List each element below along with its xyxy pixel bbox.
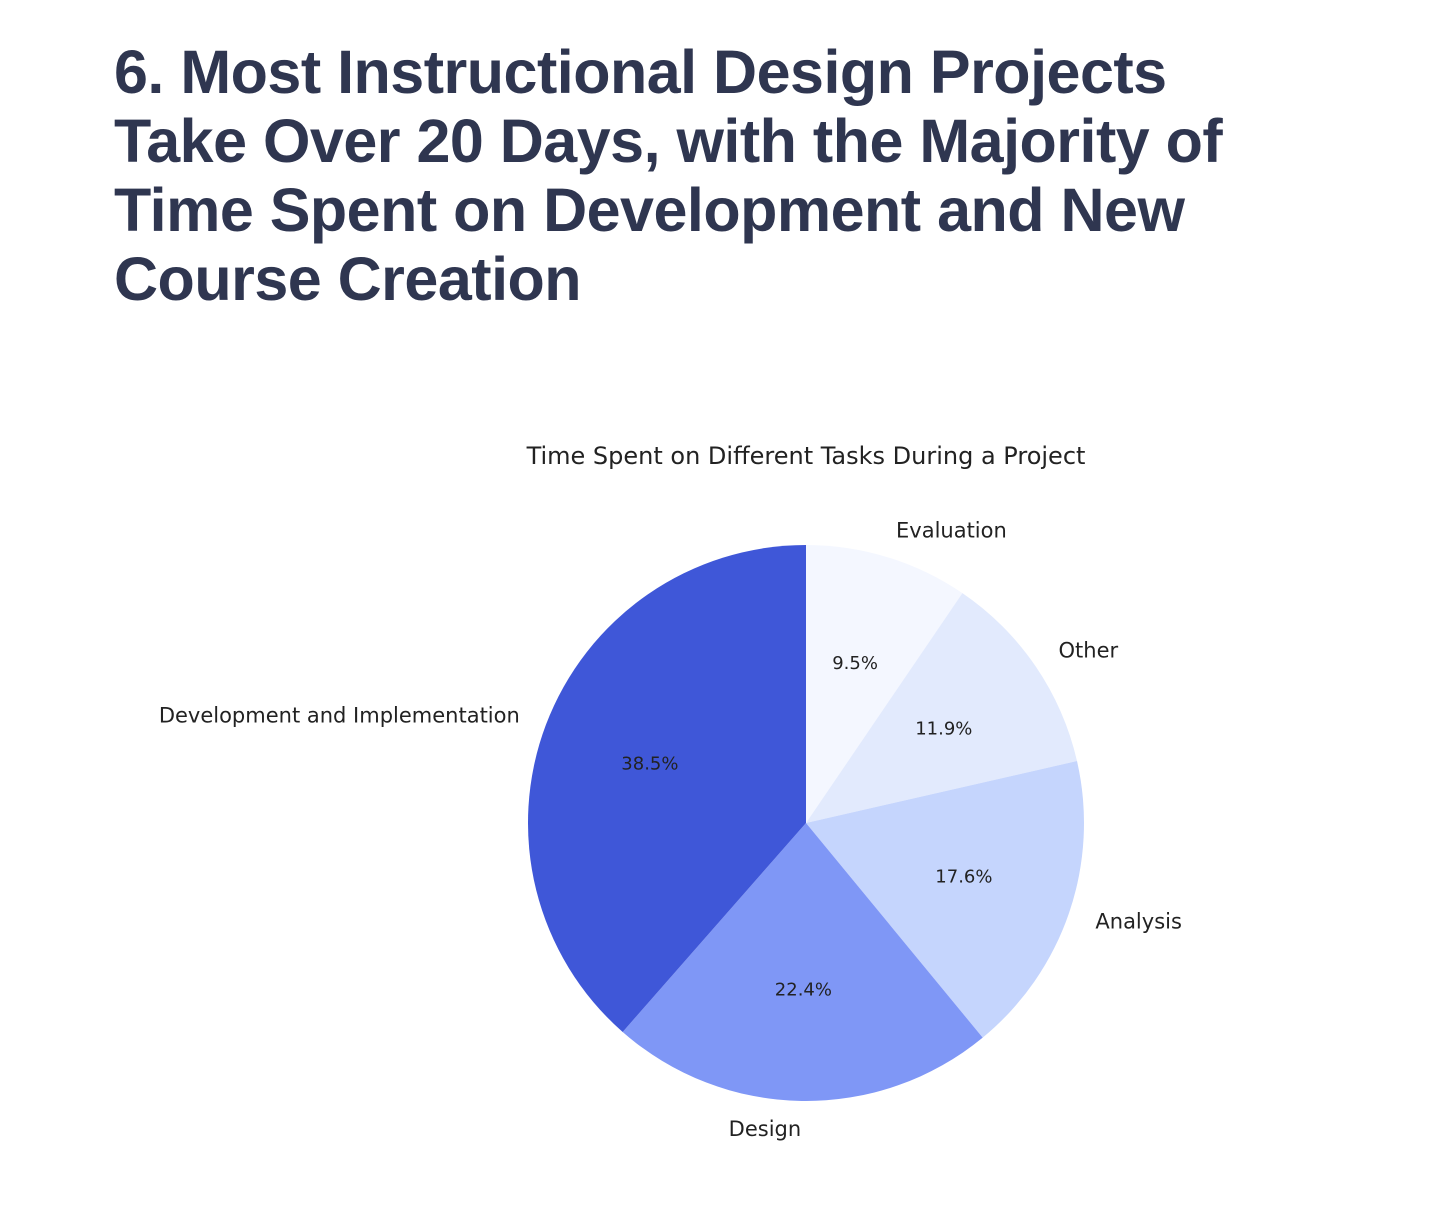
pie-pct-label-analysis: 17.6% (935, 866, 992, 887)
pie-pct-label-design: 22.4% (775, 979, 832, 1000)
pie-slice-evaluation (806, 545, 963, 823)
pie-pct-label-evaluation: 9.5% (832, 653, 878, 674)
pie-category-label-other: Other (1059, 639, 1119, 663)
pie-slice-development-and-implementation (527, 545, 806, 1032)
pie-labels: 9.5% Evaluation 11.9% Other 17.6% Analysis 22.… (159, 519, 1182, 1141)
pie-category-label-development-and-implementation: Development and Implementation (159, 703, 520, 727)
page-heading: 6. Most Instructional Design Projects Ta… (114, 38, 1223, 313)
pie-slice-analysis (806, 761, 1084, 1038)
pie-pct-label-development-and-implementation: 38.5% (621, 754, 678, 775)
pie-slice-design (622, 823, 983, 1102)
chart-title: Time Spent on Different Tasks During a P… (526, 442, 1086, 470)
pie-category-label-analysis: Analysis (1095, 910, 1182, 934)
pie-pct-label-other: 11.9% (915, 718, 972, 739)
pie-slices (527, 545, 1084, 1102)
pie-slice-other (806, 593, 1077, 823)
pie-category-label-evaluation: Evaluation (896, 519, 1007, 543)
pie-category-label-design: Design (729, 1117, 802, 1141)
